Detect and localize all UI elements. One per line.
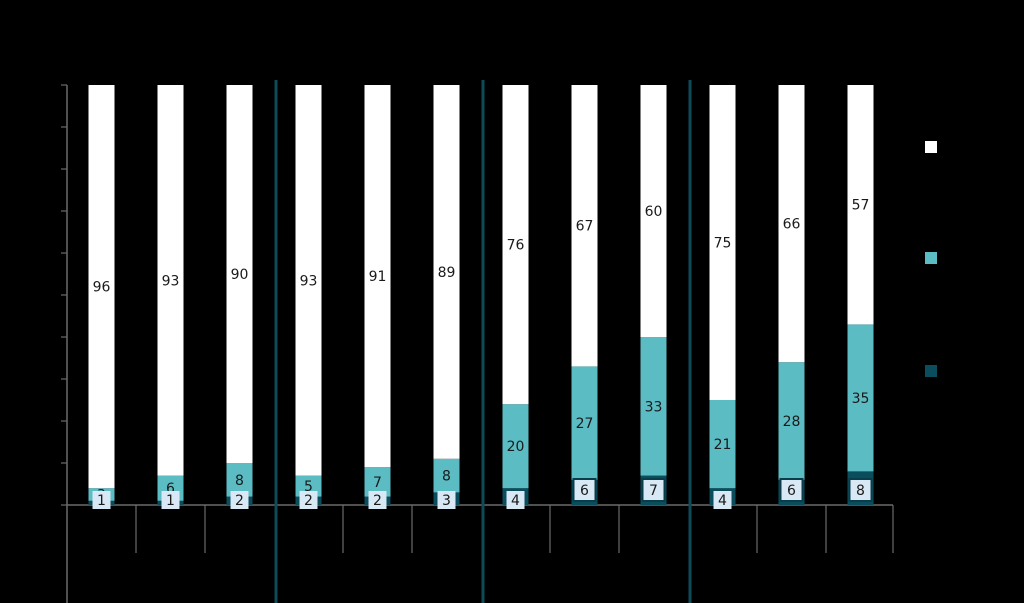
data-label-white: 91 (369, 269, 387, 285)
data-label-box (437, 491, 456, 509)
data-labels: 9631936190829352917289837620467276603377… (92, 198, 873, 509)
bar-segment-white (433, 85, 460, 459)
data-label-dark: 4 (718, 493, 727, 509)
data-label-box (299, 491, 318, 509)
data-label-box (506, 491, 525, 509)
data-label-box (161, 491, 180, 509)
data-label-dark: 1 (97, 493, 106, 509)
data-label-box (368, 491, 387, 509)
bar-segment-teal (433, 458, 460, 493)
bar-segment-teal (571, 366, 598, 480)
bar-segment-teal (640, 337, 667, 476)
bars (88, 85, 874, 505)
bar-segment-white (295, 85, 322, 476)
data-label-dark: 8 (856, 483, 865, 499)
data-label-white: 96 (93, 280, 111, 296)
bar-segment-white (226, 85, 253, 463)
bar-segment-teal (778, 362, 805, 480)
data-label-teal: 6 (166, 481, 175, 497)
data-label-dark: 2 (235, 493, 244, 509)
bar-segment-teal (502, 404, 529, 489)
data-label-white: 93 (162, 273, 180, 289)
data-label-white: 90 (231, 267, 249, 283)
data-label-white: 60 (645, 204, 663, 220)
bar-segment-white (502, 85, 529, 405)
bar-segment-teal (847, 324, 874, 472)
data-label-teal: 28 (783, 414, 801, 430)
data-label-white: 75 (714, 236, 732, 252)
data-label-teal: 7 (373, 475, 382, 491)
data-label-white: 76 (507, 238, 525, 254)
bar-segment-white (571, 85, 598, 367)
legend (925, 141, 937, 377)
data-label-teal: 21 (714, 437, 732, 453)
data-label-box (779, 478, 804, 502)
data-label-box (713, 491, 732, 509)
axes (61, 84, 894, 603)
data-label-white: 67 (576, 219, 594, 235)
data-label-teal: 35 (852, 391, 870, 407)
data-label-box (230, 491, 249, 509)
data-label-white: 93 (300, 273, 318, 289)
data-label-dark: 6 (787, 483, 796, 499)
data-label-dark: 4 (511, 493, 520, 509)
data-label-white: 66 (783, 217, 801, 233)
legend-swatch-white (925, 141, 937, 153)
data-label-teal: 5 (304, 479, 313, 495)
data-label-teal: 27 (576, 416, 594, 432)
data-label-box (92, 491, 111, 509)
data-label-box (848, 478, 873, 502)
data-label-teal: 8 (442, 469, 451, 485)
data-label-dark: 3 (442, 493, 451, 509)
bar-segment-white (640, 85, 667, 337)
bar-segment-white (847, 85, 874, 325)
data-label-white: 89 (438, 265, 456, 281)
group-dividers (274, 80, 692, 603)
legend-swatch-dark (925, 365, 937, 377)
data-label-dark: 1 (166, 493, 175, 509)
data-label-white: 57 (852, 198, 870, 214)
bar-segment-white (709, 85, 736, 400)
data-label-teal: 33 (645, 399, 663, 415)
data-label-teal: 8 (235, 473, 244, 489)
bar-segment-white (364, 85, 391, 468)
data-label-dark: 6 (580, 483, 589, 499)
bar-segment-white (88, 85, 115, 489)
data-label-box (572, 478, 597, 502)
data-label-teal: 20 (507, 439, 525, 455)
legend-swatch-teal (925, 252, 937, 264)
data-label-box (641, 478, 666, 502)
bar-segment-teal (709, 400, 736, 489)
data-label-dark: 2 (373, 493, 382, 509)
bar-segment-white (157, 85, 184, 476)
bar-segment-white (778, 85, 805, 363)
data-label-dark: 2 (304, 493, 313, 509)
data-label-dark: 7 (649, 483, 658, 499)
